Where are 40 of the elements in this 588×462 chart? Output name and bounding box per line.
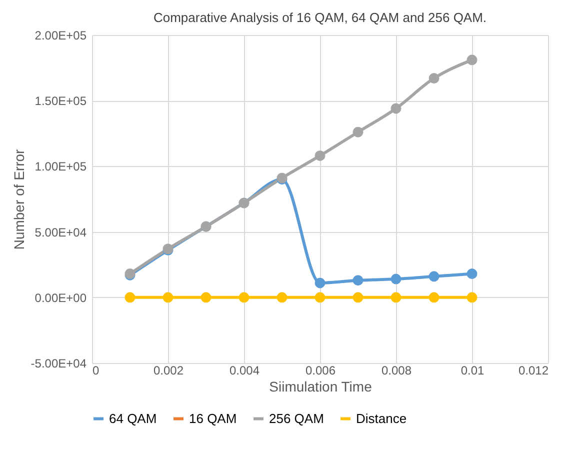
point — [200, 292, 212, 303]
legend-label: 16 QAM — [189, 410, 237, 426]
point — [124, 292, 136, 303]
point — [314, 292, 326, 303]
point — [428, 271, 440, 282]
point — [428, 73, 440, 84]
y-tick-label: 1.00E+05 — [34, 160, 87, 174]
y-tick-label: 1.50E+05 — [34, 94, 87, 108]
point — [352, 292, 364, 303]
point — [276, 292, 288, 303]
y-tick-label: 0.00E+00 — [34, 290, 87, 305]
x-tick-label: 0.002 — [153, 364, 184, 378]
legend-label: 64 QAM — [109, 410, 157, 426]
x-tick-label: 0.004 — [229, 364, 260, 378]
point — [466, 54, 478, 66]
x-tick-label: 0.008 — [381, 364, 412, 378]
y-tick-label: 5.00E+04 — [34, 225, 87, 240]
point — [352, 275, 364, 286]
legend-label: Distance — [356, 410, 407, 426]
chart-title: Comparative Analysis of 16 QAM, 64 QAM and 256 QAM. — [153, 10, 487, 25]
point — [390, 274, 402, 284]
point — [314, 278, 326, 288]
x-tick-label: 0 — [92, 364, 100, 378]
point — [238, 292, 250, 303]
y-axis-title: Number of Error — [10, 148, 27, 250]
x-tick-label: 0.01 — [460, 364, 484, 378]
point — [390, 292, 402, 303]
point — [466, 292, 478, 303]
point — [314, 150, 326, 161]
point — [390, 103, 402, 114]
y-tick-label: 2.00E+05 — [34, 28, 87, 42]
x-axis-title: Siimulation Time — [269, 378, 372, 394]
x-tick-label: 0.012 — [518, 364, 549, 378]
legend-label: 256 QAM — [269, 410, 324, 426]
y-tick-label: -5.00E+04 — [30, 356, 87, 370]
x-tick-label: 0.006 — [305, 364, 336, 378]
point — [162, 292, 174, 303]
point — [466, 268, 478, 280]
point — [352, 126, 364, 138]
point — [428, 292, 440, 303]
